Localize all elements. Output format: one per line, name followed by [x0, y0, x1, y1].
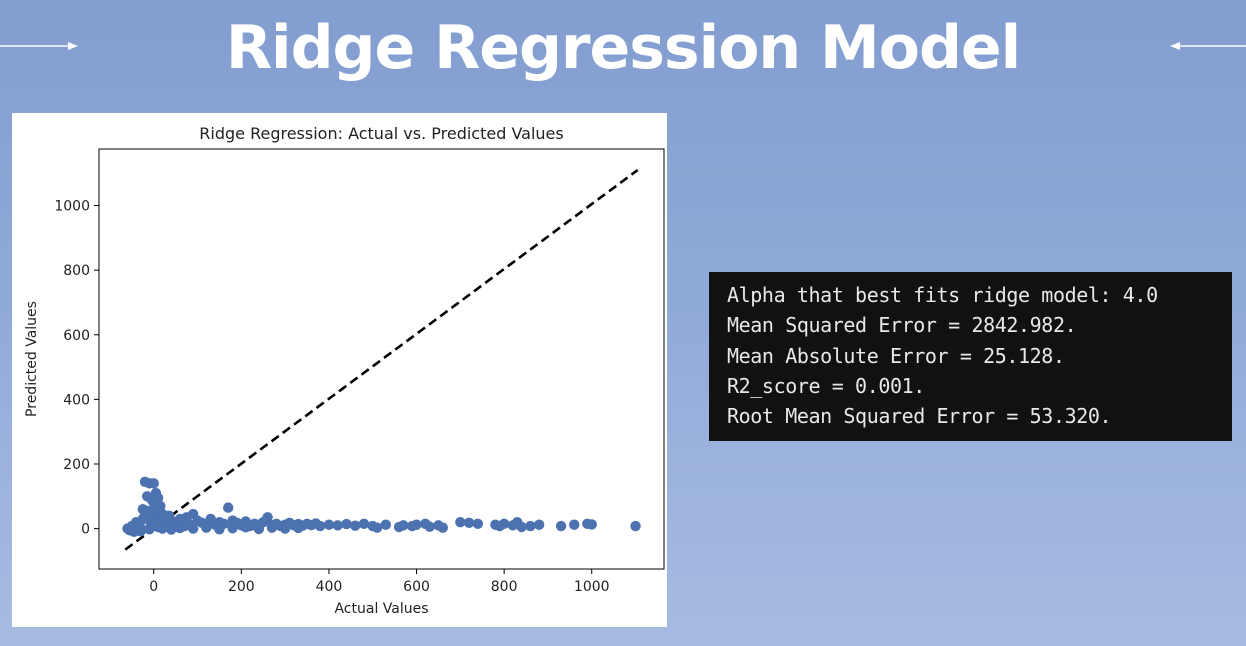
data-point: [437, 522, 449, 533]
data-point: [586, 519, 597, 530]
data-point: [371, 522, 383, 533]
arrow-right-icon: [0, 42, 78, 50]
data-point: [144, 524, 155, 535]
data-point: [498, 518, 510, 529]
data-point: [424, 521, 435, 532]
data-point: [555, 520, 567, 532]
reference-line: [124, 168, 639, 551]
y-axis-label: Predicted Values: [24, 301, 40, 417]
data-point: [358, 518, 370, 529]
y-tick-label: 600: [63, 328, 90, 344]
slide-title: Ridge Regression Model: [225, 13, 1021, 83]
data-point: [472, 518, 484, 529]
data-point: [279, 523, 291, 534]
x-tick-label: 200: [228, 579, 255, 595]
code-line-alpha: Alpha that best fits ridge model: 4.0: [727, 283, 1158, 307]
data-point: [463, 517, 475, 528]
x-tick-label: 800: [491, 579, 518, 595]
data-point: [155, 500, 166, 512]
data-point: [314, 520, 326, 532]
y-tick-label: 400: [63, 392, 90, 408]
code-line-mae: Mean Absolute Error = 25.128.: [727, 343, 1065, 368]
arrow-left-icon: [1170, 42, 1246, 50]
y-tick-label: 200: [63, 457, 90, 473]
data-point: [533, 519, 545, 530]
scatter-chart: 0 200 400 600 800 1000 0 200 400 600 800 1000 Ridge …: [24, 124, 665, 617]
data-point: [266, 522, 278, 533]
x-axis-label: Actual Values: [334, 601, 428, 617]
code-output-panel: Alpha that best fits ridge model: 4.0 Me…: [709, 272, 1232, 441]
x-tick-label: 400: [316, 579, 343, 595]
plot-frame: [98, 148, 665, 570]
data-point: [214, 524, 225, 535]
data-point: [146, 505, 157, 517]
data-point: [323, 519, 335, 530]
data-point: [569, 519, 580, 530]
data-point: [223, 502, 234, 513]
data-point: [341, 518, 352, 530]
code-line-r2: R2_score = 0.001.: [727, 373, 925, 398]
data-point: [187, 523, 199, 534]
data-point: [630, 520, 641, 532]
data-point: [398, 520, 409, 531]
chart-panel: 0 200 400 600 800 1000 0 200 400 600 800 1000 Ridge …: [12, 113, 667, 627]
x-tick-label: 0: [149, 579, 158, 595]
data-point: [516, 521, 527, 533]
data-point: [135, 522, 146, 534]
code-line-rmse: Root Mean Squared Error = 53.320.: [727, 404, 1112, 429]
data-point: [525, 520, 536, 532]
data-point: [350, 520, 361, 531]
data-point: [148, 478, 159, 489]
x-tick-label: 600: [403, 579, 430, 595]
y-tick-label: 800: [63, 263, 90, 279]
data-point: [240, 522, 251, 533]
chart-title: Ridge Regression: Actual vs. Predicted V…: [199, 124, 563, 143]
y-tick-label: 1000: [54, 199, 90, 215]
data-point: [126, 522, 138, 533]
data-point: [293, 522, 304, 534]
data-point: [253, 523, 265, 535]
data-point: [227, 523, 238, 534]
data-point: [455, 516, 466, 528]
data-point: [157, 523, 168, 534]
data-point: [332, 520, 343, 531]
x-tick-label: 1000: [574, 579, 610, 595]
data-point: [174, 522, 186, 534]
y-tick-label: 0: [81, 522, 90, 538]
data-point: [411, 519, 422, 530]
data-point: [201, 522, 212, 533]
data-point: [137, 504, 148, 515]
data-point: [380, 519, 392, 530]
data-point: [166, 524, 177, 535]
code-line-mse: Mean Squared Error = 2842.982.: [727, 313, 1077, 338]
data-point: [262, 512, 273, 523]
